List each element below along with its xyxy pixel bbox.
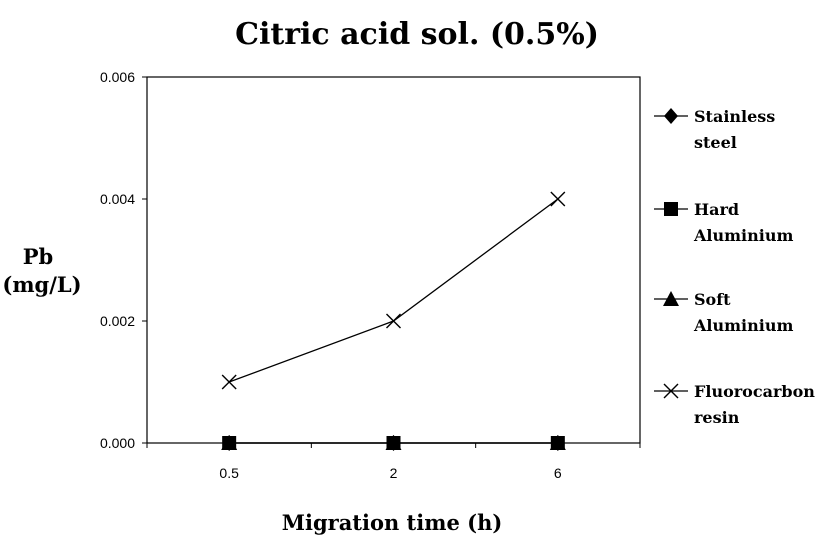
legend-label: Soft	[694, 290, 731, 309]
legend-item-3: Fluorocarbon resin	[654, 382, 815, 427]
plot-area	[146, 76, 641, 444]
x-axis-label: Migration time (h)	[282, 510, 503, 535]
data-point-cross	[221, 374, 237, 390]
chart-title: Citric acid sol. (0.5%)	[235, 17, 599, 52]
legend-label: resin	[694, 408, 740, 427]
series-line-3	[228, 198, 559, 383]
data-point-triangle	[549, 435, 566, 450]
data-point-cross	[386, 313, 401, 329]
data-point-triangle	[385, 435, 402, 450]
y-tick-label: 0.006	[100, 69, 135, 85]
legend-label: Stainless	[694, 107, 775, 126]
y-axis-label-line2: (mg/L)	[2, 272, 81, 297]
legend: Stainless steel Hard Aluminium Soft Aluminium…	[654, 107, 815, 427]
legend-label: Aluminium	[693, 226, 793, 245]
legend-item-2: Soft Aluminium	[654, 290, 793, 335]
legend-label: Fluorocarbon	[694, 382, 815, 401]
legend-item-0: Stainless steel	[654, 107, 775, 152]
legend-label: Hard	[694, 200, 739, 219]
x-tick-label: 0.5	[219, 465, 239, 481]
series-layer	[221, 191, 566, 451]
legend-marker-triangle	[663, 291, 679, 306]
legend-label: steel	[694, 133, 737, 152]
x-axis-ticks: 0.5 2 6	[146, 443, 641, 481]
y-axis-label-line1: Pb	[23, 244, 53, 269]
legend-item-1: Hard Aluminium	[654, 200, 793, 245]
legend-marker-diamond	[664, 108, 678, 124]
legend-marker-square	[664, 202, 678, 216]
x-tick-label: 2	[390, 465, 398, 481]
data-point-triangle	[221, 435, 238, 450]
data-point-cross	[550, 191, 566, 207]
x-tick-label: 6	[554, 465, 562, 481]
legend-label: Aluminium	[693, 316, 793, 335]
y-tick-label: 0.004	[100, 191, 135, 207]
y-axis-ticks: 0.000 0.002 0.004 0.006	[100, 69, 147, 451]
y-tick-label: 0.002	[100, 313, 135, 329]
legend-marker-cross	[663, 383, 679, 399]
y-tick-label: 0.000	[100, 435, 135, 451]
